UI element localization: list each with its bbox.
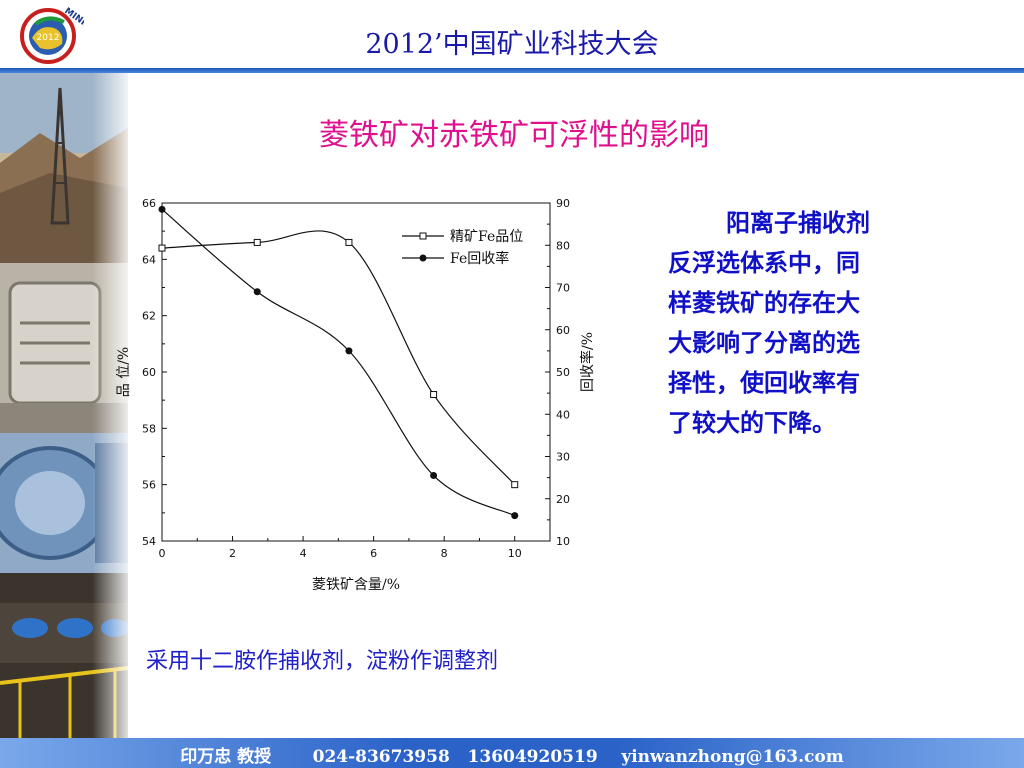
x-tick-label: 0 — [159, 547, 166, 560]
x-tick-label: 6 — [370, 547, 377, 560]
data-point — [253, 238, 261, 246]
legend-marker — [419, 254, 427, 262]
note-line: 了较大的下降。 — [668, 409, 836, 437]
y-tick-label: 56 — [142, 479, 156, 492]
mining-photo-strip — [0, 73, 128, 738]
header-divider — [0, 68, 1024, 73]
y-tick-label: 64 — [142, 253, 156, 266]
note-line: 大影响了分离的选 — [668, 329, 860, 357]
legend-marker — [419, 232, 427, 240]
data-point — [158, 244, 166, 252]
data-point — [430, 472, 438, 480]
y-axis-title: 品 位/% — [116, 347, 132, 397]
y-tick-label: 54 — [142, 535, 156, 548]
footer-contact: 印万忠 教授 024-83673958 13604920519 yinwanzh… — [180, 747, 844, 767]
data-point — [430, 391, 438, 399]
y-tick-label: 58 — [142, 422, 156, 435]
series-recovery — [158, 205, 519, 520]
conference-title: 2012’中国矿业科技大会 — [365, 29, 659, 60]
x-tick-label: 10 — [508, 547, 522, 560]
y2-tick-label: 60 — [556, 324, 570, 337]
y2-tick-label: 40 — [556, 408, 570, 421]
mining-logo: 2012 MINING — [20, 6, 84, 64]
chart-legend: 精矿Fe品位 Fe回收率 — [402, 229, 523, 267]
data-point — [253, 288, 261, 296]
note-line: 择性，使回收率有 — [668, 369, 860, 397]
x-tick-label: 8 — [441, 547, 448, 560]
note-line: 阳离子捕收剂 — [726, 209, 870, 237]
x-tick-label: 2 — [229, 547, 236, 560]
siderite-effect-chart: 0 2 4 6 8 1054565860626466102030405060708090 … — [116, 197, 596, 593]
data-point — [511, 481, 519, 489]
logo-year: 2012 — [37, 33, 60, 43]
legend-label: 精矿Fe品位 — [450, 229, 523, 245]
y2-tick-label: 90 — [556, 197, 570, 210]
y-tick-label: 62 — [142, 310, 156, 323]
y2-tick-label: 50 — [556, 366, 570, 379]
note-line: 样菱铁矿的存在大 — [668, 289, 860, 317]
x-axis-title: 菱铁矿含量/% — [312, 577, 400, 593]
series-line — [161, 230, 516, 486]
y2-tick-label: 30 — [556, 451, 570, 464]
y-tick-label: 66 — [142, 197, 156, 210]
legend-label: Fe回收率 — [450, 250, 509, 267]
data-point — [158, 205, 166, 213]
header: 2012 MINING 2012’中国矿业科技大会 — [0, 0, 1024, 73]
slide-title: 菱铁矿对赤铁矿可浮性的影响 — [319, 118, 709, 153]
y2-tick-label: 80 — [556, 239, 570, 252]
y2-tick-label: 20 — [556, 493, 570, 506]
data-point — [345, 238, 353, 246]
x-tick-label: 4 — [300, 547, 307, 560]
data-point — [345, 347, 353, 355]
data-point — [511, 512, 519, 520]
conclusion-note: 阳离子捕收剂 反浮选体系中，同 样菱铁矿的存在大 大影响了分离的选 择性，使回收… — [668, 203, 948, 443]
y2-tick-label: 70 — [556, 282, 570, 295]
y2-axis-title: 回收率/% — [579, 332, 596, 392]
y2-tick-label: 10 — [556, 535, 570, 548]
chart-series — [158, 205, 519, 520]
y-tick-label: 60 — [142, 366, 156, 379]
chart-axes: 0 2 4 6 8 10 54 56 58 60 62 64 66 10 20 30 40 50 60 70 80 90 — [142, 197, 570, 560]
reagent-note: 采用十二胺作捕收剂，淀粉作调整剂 — [146, 649, 499, 674]
series-grade — [158, 230, 519, 489]
footer-bar: 印万忠 教授 024-83673958 13604920519 yinwanzh… — [0, 738, 1024, 768]
note-line: 反浮选体系中，同 — [668, 249, 860, 277]
